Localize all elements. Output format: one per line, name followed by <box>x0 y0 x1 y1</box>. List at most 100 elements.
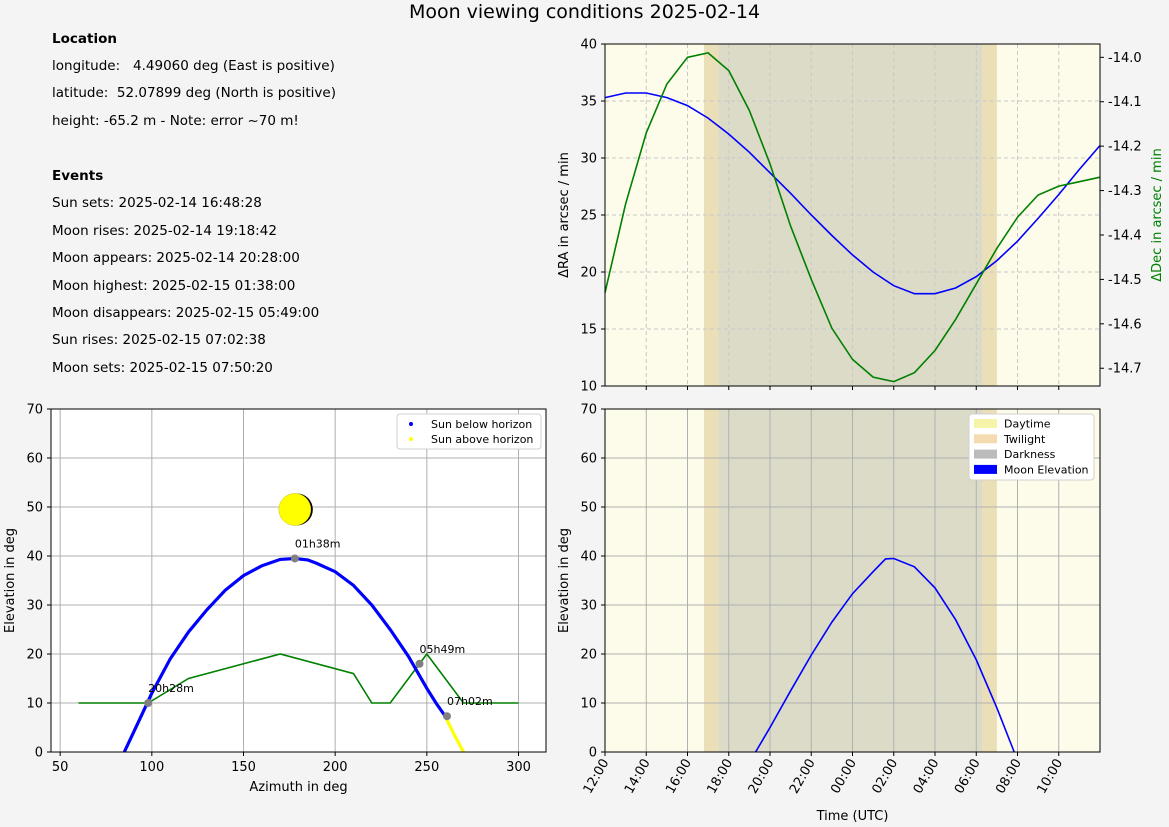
elev-x-tick-label: 06:00 <box>952 757 984 797</box>
rates-right-tick-label: -14.6 <box>1108 317 1142 332</box>
altaz-y-axis-label: Elevation in deg <box>3 528 18 633</box>
figure-title: Moon viewing conditions 2025-02-14 <box>408 1 761 23</box>
altaz-event-label: 20h28m <box>148 682 194 695</box>
altaz-event-label: 07h02m <box>447 695 493 708</box>
altaz-y-tick-label: 0 <box>35 746 43 761</box>
elev-x-tick-label: 14:00 <box>622 757 654 797</box>
altaz-x-axis-label: Azimuth in deg <box>249 780 347 795</box>
elev-y-tick-label: 0 <box>589 746 597 761</box>
altaz-x-tick-label: 100 <box>139 760 164 775</box>
altaz-event-label: 01h38m <box>295 537 341 550</box>
altaz-event-marker <box>415 659 424 668</box>
event-moon-appears: Moon appears: 2025-02-14 20:28:00 <box>52 250 300 266</box>
altaz-axes-frame <box>50 408 547 753</box>
elev-x-tick-label: 02:00 <box>869 757 901 797</box>
elev-legend-box <box>968 413 1095 481</box>
altaz-x-tick-label: 50 <box>52 760 69 775</box>
rates-right-tick-label: -14.5 <box>1108 273 1142 288</box>
legend-sun-above-label: Sun above horizon <box>431 433 533 446</box>
rates-right-tick-label: -14.3 <box>1108 184 1142 199</box>
elev-y-tick-label: 30 <box>580 599 597 614</box>
event-sun-rises: Sun rises: 2025-02-15 07:02:38 <box>52 332 266 348</box>
legend-darkness-swatch <box>974 449 997 459</box>
elev-y-tick-label: 10 <box>580 697 597 712</box>
elev-moon-curve <box>754 557 1015 753</box>
altaz-event-marker <box>144 699 153 707</box>
event-moon-disappears: Moon disappears: 2025-02-15 05:49:00 <box>52 305 320 321</box>
altaz-event-marker <box>290 554 299 563</box>
location-heading: Location <box>52 31 117 47</box>
elev-y-axis-label: Elevation in deg <box>557 528 572 633</box>
elev-x-tick-label: 04:00 <box>911 757 943 797</box>
elev-x-tick-label: 12:00 <box>581 757 613 797</box>
legend-daytime-label: Daytime <box>1004 418 1051 431</box>
elev-y-tick-label: 60 <box>580 452 597 467</box>
altaz-y-tick-label: 60 <box>26 452 43 467</box>
legend-twilight-label: Twilight <box>1003 433 1046 446</box>
altaz-plot-area <box>51 409 546 752</box>
altaz-y-tick-label: 10 <box>26 697 43 712</box>
rates-right-tick-label: -14.4 <box>1108 228 1142 243</box>
altaz-event-label: 05h49m <box>420 643 466 656</box>
rates-twilight-band <box>982 44 997 386</box>
elev-x-tick-label: 00:00 <box>828 757 860 797</box>
elev-x-tick-label: 08:00 <box>993 757 1025 797</box>
rates-left-tick-label: 25 <box>580 209 597 224</box>
elev-x-tick-label: 16:00 <box>663 757 695 797</box>
elev-x-tick-label: 22:00 <box>787 757 819 797</box>
event-moon-highest: Moon highest: 2025-02-15 01:38:00 <box>52 278 296 294</box>
legend-sun-below-label: Sun below horizon <box>431 418 532 431</box>
altaz-moon-track-sun-below <box>122 556 447 753</box>
altaz-y-tick-label: 20 <box>26 648 43 663</box>
elev-x-axis-label: Time (UTC) <box>816 809 889 824</box>
elev-x-tick-label: 10:00 <box>1034 757 1066 797</box>
legend-sun-above-marker <box>409 437 413 441</box>
altaz-y-tick-label: 50 <box>26 501 43 516</box>
location-latitude: latitude: 52.07899 deg (North is positiv… <box>52 85 336 101</box>
rates-left-tick-label: 40 <box>580 38 597 53</box>
moon-phase-icon <box>278 493 312 526</box>
altaz-x-tick-label: 250 <box>414 760 439 775</box>
altaz-horizon-line <box>78 652 519 704</box>
rates-right-tick-label: -14.1 <box>1108 95 1142 110</box>
altaz-x-tick-label: 300 <box>506 760 531 775</box>
legend-daytime-swatch <box>974 419 997 428</box>
rates-left-tick-label: 20 <box>580 266 597 281</box>
elev-y-tick-label: 40 <box>580 550 597 565</box>
elev-x-tick-label: 20:00 <box>746 757 778 797</box>
elev-darkness-band <box>718 409 983 752</box>
elev-y-tick-label: 50 <box>580 501 597 516</box>
rates-series-dec <box>604 52 1101 383</box>
altaz-moon-track-sun-above <box>443 715 465 753</box>
elev-y-tick-label: 20 <box>580 648 597 663</box>
event-sun-sets: Sun sets: 2025-02-14 16:48:28 <box>52 195 262 211</box>
location-longitude: longitude: 4.49060 deg (East is positive… <box>52 58 335 74</box>
altaz-event-marker <box>443 712 451 721</box>
rates-series-ra <box>604 92 1101 295</box>
legend-moon-elevation-label: Moon Elevation <box>1004 463 1089 476</box>
altaz-x-tick-label: 200 <box>323 760 348 775</box>
rates-right-tick-label: -14.2 <box>1108 140 1142 155</box>
legend-darkness-label: Darkness <box>1004 448 1056 461</box>
rates-left-tick-label: 30 <box>580 152 597 167</box>
altaz-y-tick-label: 70 <box>26 403 43 418</box>
legend-twilight-swatch <box>974 434 997 444</box>
legend-sun-below-marker <box>409 422 413 426</box>
rates-left-axis-label: ΔRA in arcsec / min <box>557 152 572 278</box>
event-moon-rises: Moon rises: 2025-02-14 19:18:42 <box>52 223 277 239</box>
elev-twilight-band <box>704 409 719 752</box>
rates-left-tick-label: 10 <box>580 380 597 395</box>
rates-left-tick-label: 35 <box>580 95 597 110</box>
events-heading: Events <box>52 168 104 184</box>
rates-right-axis-label: ΔDec in arcsec / min <box>1150 148 1165 281</box>
elev-x-tick-label: 18:00 <box>704 757 736 797</box>
rates-right-tick-label: -14.7 <box>1108 362 1142 377</box>
rates-left-tick-label: 15 <box>580 323 597 338</box>
event-moon-sets: Moon sets: 2025-02-15 07:50:20 <box>52 360 273 376</box>
altaz-y-tick-label: 30 <box>26 599 43 614</box>
altaz-x-tick-label: 150 <box>231 760 256 775</box>
location-height: height: -65.2 m - Note: error ~70 m! <box>52 113 299 129</box>
elev-y-tick-label: 70 <box>580 403 597 418</box>
elev-twilight-band <box>982 409 997 752</box>
